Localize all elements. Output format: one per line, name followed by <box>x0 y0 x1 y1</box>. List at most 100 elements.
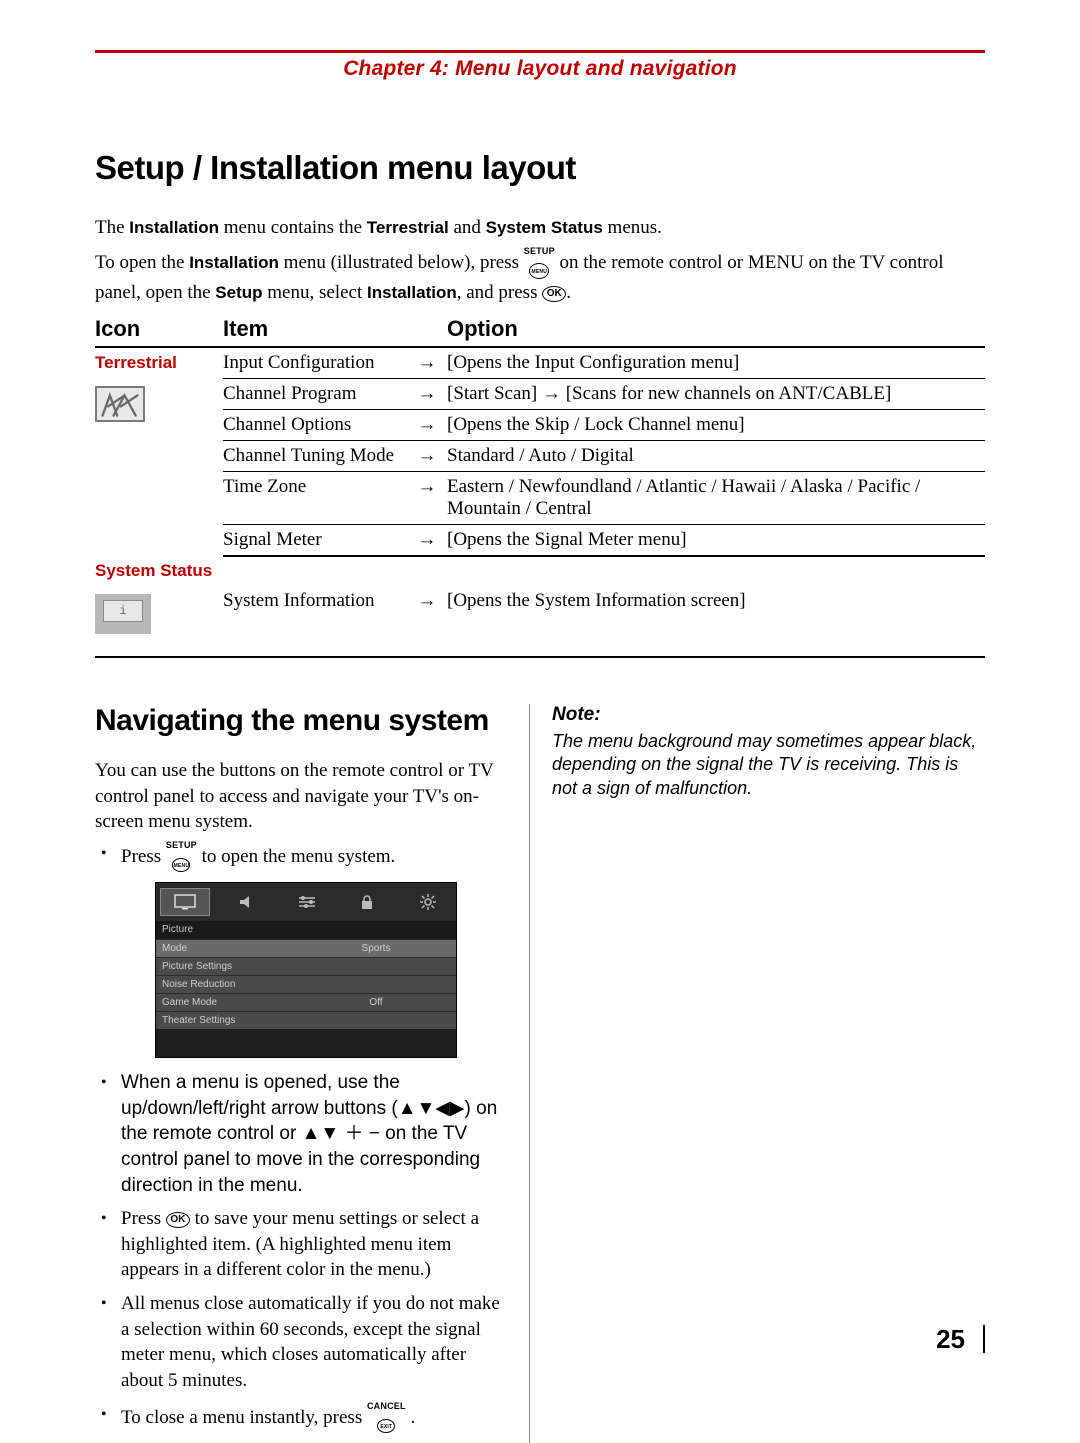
menu-tabs <box>156 883 456 921</box>
th-option: Option <box>447 312 985 347</box>
text: The <box>95 217 129 238</box>
text: and <box>449 217 486 238</box>
option-cell: [Start Scan] → [Scans for new channels o… <box>447 378 985 409</box>
arrow-icon: → <box>413 440 447 471</box>
text: Press <box>121 846 166 867</box>
text: menus. <box>603 217 662 238</box>
table-row: Time Zone → Eastern / Newfoundland / Atl… <box>95 471 985 524</box>
list-item: All menus close automatically if you do … <box>115 1291 505 1394</box>
term-terrestrial: Terrestrial <box>367 218 449 237</box>
menu-table: Icon Item Option Terrestrial Input Confi… <box>95 312 985 644</box>
menu-row: Noise Reduction <box>156 975 456 993</box>
term-system-status: System Status <box>486 218 603 237</box>
page-number: 25 <box>936 1325 985 1353</box>
arrow-icon: → <box>413 471 447 524</box>
menu-padding <box>156 1029 456 1057</box>
intro-paragraph-2: To open the Installation menu (illustrat… <box>95 247 985 306</box>
list-item: Press SETUPMENU to open the menu system.… <box>115 841 505 1058</box>
item-cell: Channel Program <box>223 378 413 409</box>
tab-lock-icon <box>343 888 391 916</box>
item-cell: Channel Options <box>223 409 413 440</box>
arrow-icon: → <box>413 524 447 556</box>
intro-paragraph-1: The Installation menu contains the Terre… <box>95 215 985 241</box>
list-item: To close a menu instantly, press CANCELE… <box>115 1402 505 1436</box>
setup-button-icon: SETUPMENU <box>166 841 197 875</box>
text: menu (illustrated below), press <box>279 252 524 273</box>
text: To open the <box>95 252 189 273</box>
arrow-icon: → <box>413 347 447 379</box>
arrow-icon: → <box>413 378 447 409</box>
option-cell: [Opens the Skip / Lock Channel menu] <box>447 409 985 440</box>
text: All menus close automatically if you do … <box>121 1293 500 1391</box>
tab-sliders-icon <box>283 888 331 916</box>
text: , and press <box>457 282 542 303</box>
tab-picture-icon <box>160 888 210 916</box>
tab-gear-icon <box>404 888 452 916</box>
option-cell: [Opens the System Information screen] <box>447 586 985 644</box>
item-cell: Input Configuration <box>223 347 413 379</box>
right-column: Note: The menu background may sometimes … <box>529 704 985 1443</box>
item-cell: Time Zone <box>223 471 413 524</box>
setup-button-icon: SETUP MENU <box>524 247 555 281</box>
table-row: Channel Tuning Mode → Standard / Auto / … <box>95 440 985 471</box>
text: menu, select <box>263 282 367 303</box>
option-cell: Standard / Auto / Digital <box>447 440 985 471</box>
term-installation: Installation <box>367 283 457 302</box>
list-item: Press OK to save your menu settings or s… <box>115 1206 505 1283</box>
menu-circle-icon: MENU <box>172 858 190 872</box>
option-cell: [Opens the Input Configuration menu] <box>447 347 985 379</box>
text: menu contains the <box>219 217 367 238</box>
note-heading: Note: <box>552 704 985 726</box>
header-rule <box>95 50 985 53</box>
table-row: Channel Program → [Start Scan] → [Scans … <box>95 378 985 409</box>
text: to open the menu system. <box>197 846 395 867</box>
setup-label: SETUP <box>524 247 555 255</box>
text: When a menu is opened, use the up/down/l… <box>121 1072 497 1196</box>
th-item: Item <box>223 312 413 347</box>
menu-circle-icon: MENU <box>529 263 549 279</box>
terrestrial-icon <box>95 386 145 422</box>
left-column: Navigating the menu system You can use t… <box>95 704 505 1443</box>
bullet-list: Press SETUPMENU to open the menu system.… <box>95 841 505 1435</box>
list-item: When a menu is opened, use the up/down/l… <box>115 1070 505 1198</box>
menu-row: Game ModeOff <box>156 993 456 1011</box>
table-row: i System Information → [Opens the System… <box>95 586 985 644</box>
table-bottom-rule <box>95 656 985 658</box>
chapter-title: Chapter 4: Menu layout and navigation <box>95 57 985 81</box>
tab-sound-icon <box>222 888 270 916</box>
text: Press <box>121 1208 166 1229</box>
ok-button-icon: OK <box>166 1212 190 1228</box>
term-installation: Installation <box>129 218 219 237</box>
text: . <box>566 282 571 303</box>
item-cell: Channel Tuning Mode <box>223 440 413 471</box>
term-installation: Installation <box>189 253 279 272</box>
category-system-status: System Status <box>95 561 212 580</box>
menu-screenshot: Picture ModeSports Picture Settings Nois… <box>155 882 457 1058</box>
item-cell: Signal Meter <box>223 524 413 556</box>
menu-row: Theater Settings <box>156 1011 456 1029</box>
text: . <box>406 1407 416 1428</box>
option-cell: [Opens the Signal Meter menu] <box>447 524 985 556</box>
exit-circle-icon: EXIT <box>377 1419 395 1433</box>
menu-row: Picture Settings <box>156 957 456 975</box>
category-terrestrial: Terrestrial <box>95 353 177 372</box>
two-column-layout: Navigating the menu system You can use t… <box>95 704 985 1443</box>
nav-intro: You can use the buttons on the remote co… <box>95 758 505 835</box>
table-row: Channel Options → [Opens the Skip / Lock… <box>95 409 985 440</box>
table-row: Signal Meter → [Opens the Signal Meter m… <box>95 524 985 556</box>
ok-button-icon: OK <box>542 286 566 302</box>
section-heading-setup: Setup / Installation menu layout <box>95 149 985 187</box>
system-info-icon: i <box>95 594 151 634</box>
menu-section-label: Picture <box>156 921 456 939</box>
table-row: Terrestrial Input Configuration → [Opens… <box>95 347 985 379</box>
th-arrow <box>413 312 447 347</box>
term-setup: Setup <box>215 283 262 302</box>
note-body: The menu background may sometimes appear… <box>552 730 985 800</box>
section-heading-navigating: Navigating the menu system <box>95 704 505 738</box>
arrow-icon: → <box>413 586 447 644</box>
table-row: System Status <box>95 556 985 586</box>
text: To close a menu instantly, press <box>121 1407 367 1428</box>
page: Chapter 4: Menu layout and navigation Se… <box>0 0 1080 1397</box>
cancel-button-icon: CANCELEXIT <box>367 1402 406 1436</box>
item-cell: System Information <box>223 586 413 644</box>
